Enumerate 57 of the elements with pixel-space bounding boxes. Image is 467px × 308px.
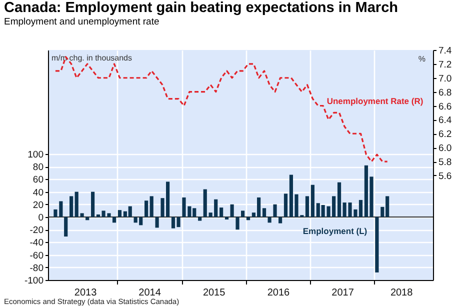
bar — [268, 216, 272, 223]
y2-tick-label: 5.6 — [438, 170, 452, 182]
bar — [230, 204, 234, 217]
bar — [70, 196, 74, 217]
x-tick-label: 2016 — [267, 288, 290, 298]
y-tick-label: 60 — [32, 174, 44, 186]
y-tick-label: -60 — [30, 250, 44, 262]
bar — [278, 216, 282, 224]
bar — [86, 216, 90, 220]
bar — [118, 210, 122, 217]
y-tick-label: -80 — [30, 262, 44, 274]
y2-tick-label: 6.2 — [438, 129, 452, 140]
y-tick-label: -40 — [30, 238, 44, 249]
y2-tick-label: 7.2 — [438, 59, 452, 70]
bar — [224, 216, 229, 220]
y-tick-label: -100 — [24, 276, 44, 286]
bar — [310, 184, 314, 217]
y-tick-label: 80 — [32, 162, 44, 174]
x-tick-label: 2015 — [202, 288, 226, 298]
y-tick-label: 20 — [32, 200, 44, 211]
bar — [284, 194, 288, 217]
bar — [64, 216, 68, 237]
bar — [236, 216, 240, 230]
bar — [375, 216, 379, 272]
bar — [246, 216, 250, 220]
bar — [144, 200, 148, 217]
bar — [90, 192, 95, 217]
bar — [203, 189, 207, 217]
series-label: Unemployment Rate (R) — [326, 96, 424, 106]
y-tick-label: 0 — [38, 212, 44, 224]
x-tick-label: 2014 — [138, 288, 162, 298]
y2-tick-label: 5.8 — [438, 157, 452, 168]
x-tick-label: 2018 — [390, 288, 414, 298]
bar — [155, 216, 159, 228]
y2-tick-label: 7.4 — [438, 46, 452, 56]
chart-subtitle: Employment and unemployment rate — [4, 16, 160, 28]
y2-tick-label: 7.0 — [438, 73, 452, 84]
chart-title: Canada: Employment gain beating expectations in March — [4, 0, 398, 16]
y2-tick-label: 6.6 — [438, 101, 452, 112]
bar — [240, 210, 245, 217]
bar — [305, 196, 310, 217]
series-label: Employment (L) — [302, 226, 368, 236]
bar — [112, 216, 116, 223]
x-tick-label: 2013 — [74, 288, 98, 298]
y2-axis-title: % — [418, 54, 426, 64]
y-tick-label: 100 — [28, 149, 44, 160]
x-tick-label: 2017 — [332, 288, 354, 298]
bar — [220, 208, 224, 217]
bar — [262, 208, 266, 217]
bar — [150, 196, 154, 217]
bar — [273, 204, 277, 217]
y2-tick-label: 6.4 — [438, 115, 452, 126]
y-tick-label: 40 — [32, 187, 44, 198]
y2-tick-label: 6.8 — [438, 87, 452, 98]
bar — [198, 216, 202, 221]
y-tick-label: -20 — [30, 225, 44, 236]
y2-tick-label: 6.0 — [438, 143, 452, 154]
